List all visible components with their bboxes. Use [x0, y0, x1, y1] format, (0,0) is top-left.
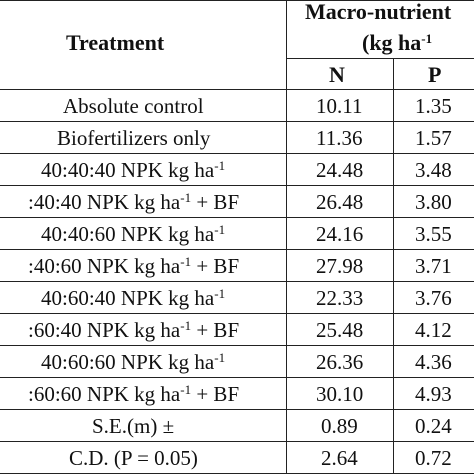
- p-value-cell: 1.35: [415, 94, 452, 118]
- row-rule: [0, 121, 474, 122]
- treatment-cell: :60:60 NPK kg ha-1 + BF: [28, 382, 240, 406]
- n-column-header: N: [329, 62, 345, 87]
- unit-superscript: -1: [214, 222, 226, 237]
- unit-superscript: -1: [214, 158, 226, 173]
- treatment-text: C.D. (P = 0.05): [69, 446, 198, 470]
- n-value-cell: 2.64: [321, 446, 358, 470]
- row-rule: [0, 409, 474, 410]
- treatment-text: 40:40:40 NPK kg ha: [41, 158, 215, 182]
- treatment-cell: Absolute control: [63, 96, 204, 117]
- unit-superscript: -1: [180, 190, 192, 205]
- p-value-cell: 3.76: [415, 286, 452, 310]
- treatment-cell: S.E.(m) ±: [92, 416, 174, 437]
- macro-nutrient-header: Macro-nutrient: [305, 0, 452, 24]
- n-value-cell: 0.89: [321, 414, 358, 438]
- row-rule: [0, 441, 474, 442]
- treatment-suffix: + BF: [191, 318, 240, 342]
- p-value-cell: 3.71: [415, 254, 452, 278]
- p-value-cell: 1.57: [415, 126, 452, 150]
- header-top-rule: [0, 0, 474, 1]
- treatment-cell: 40:40:60 NPK kg ha-1: [41, 222, 226, 246]
- treatment-cell: 40:60:40 NPK kg ha-1: [41, 286, 226, 310]
- row-rule: [0, 345, 474, 346]
- treatment-text: :40:40 NPK kg ha: [28, 190, 181, 214]
- treatment-text: 40:60:60 NPK kg ha: [41, 350, 215, 374]
- unit-superscript: -1: [214, 350, 226, 365]
- n-value-cell: 26.48: [316, 190, 364, 214]
- treatment-cell: C.D. (P = 0.05): [69, 448, 198, 469]
- treatment-suffix: + BF: [191, 254, 240, 278]
- p-value-cell: 0.72: [415, 446, 452, 470]
- treatment-cell: Biofertilizers only: [57, 128, 210, 149]
- treatment-text: 40:60:40 NPK kg ha: [41, 286, 215, 310]
- row-rule: [0, 217, 474, 218]
- n-value-cell: 11.36: [316, 126, 363, 150]
- unit-superscript: -1: [214, 286, 226, 301]
- unit-superscript: -1: [180, 382, 192, 397]
- row-rule: [0, 313, 474, 314]
- n-value-cell: 26.36: [316, 350, 364, 374]
- unit-superscript: -1: [421, 31, 433, 46]
- n-value-cell: 10.11: [316, 94, 363, 118]
- treatment-cell: 40:60:60 NPK kg ha-1: [41, 350, 226, 374]
- p-column-header: P: [428, 62, 442, 87]
- treatment-cell: 40:40:40 NPK kg ha-1: [41, 158, 226, 182]
- p-value-cell: 4.36: [415, 350, 452, 374]
- p-value-cell: 3.55: [415, 222, 452, 246]
- row-rule: [0, 153, 474, 154]
- macro-nutrient-unit: (kg ha-1: [362, 30, 433, 55]
- treatment-text: :60:40 NPK kg ha: [28, 318, 181, 342]
- p-value-cell: 4.12: [415, 318, 452, 342]
- n-value-cell: 24.48: [316, 158, 364, 182]
- unit-superscript: -1: [180, 254, 192, 269]
- unit-superscript: -1: [180, 318, 192, 333]
- treatment-text: :40:60 NPK kg ha: [28, 254, 181, 278]
- n-value-cell: 22.33: [316, 286, 364, 310]
- treatment-text: Absolute control: [63, 94, 204, 118]
- treatment-column-rule: [286, 0, 287, 474]
- n-value-cell: 27.98: [316, 254, 364, 278]
- n-value-cell: 24.16: [316, 222, 364, 246]
- row-rule: [0, 281, 474, 282]
- treatment-text: S.E.(m) ±: [92, 414, 175, 438]
- p-value-cell: 3.48: [415, 158, 452, 182]
- n-value-cell: 25.48: [316, 318, 364, 342]
- treatment-suffix: + BF: [191, 190, 240, 214]
- treatment-cell: :40:60 NPK kg ha-1 + BF: [28, 254, 240, 278]
- row-rule: [0, 377, 474, 378]
- treatment-header: Treatment: [66, 30, 165, 55]
- header-group-rule: [286, 58, 474, 59]
- header-bottom-rule: [0, 89, 474, 90]
- p-value-cell: 4.93: [415, 382, 452, 406]
- n-value-cell: 30.10: [316, 382, 364, 406]
- treatment-cell: :40:40 NPK kg ha-1 + BF: [28, 190, 240, 214]
- row-rule: [0, 185, 474, 186]
- treatment-suffix: + BF: [191, 382, 240, 406]
- treatment-text: Biofertilizers only: [57, 126, 211, 150]
- p-value-cell: 3.80: [415, 190, 452, 214]
- n-column-rule: [393, 58, 394, 474]
- row-rule: [0, 249, 474, 250]
- treatment-text: 40:40:60 NPK kg ha: [41, 222, 215, 246]
- p-value-cell: 0.24: [415, 414, 452, 438]
- treatment-text: :60:60 NPK kg ha: [28, 382, 181, 406]
- treatment-cell: :60:40 NPK kg ha-1 + BF: [28, 318, 240, 342]
